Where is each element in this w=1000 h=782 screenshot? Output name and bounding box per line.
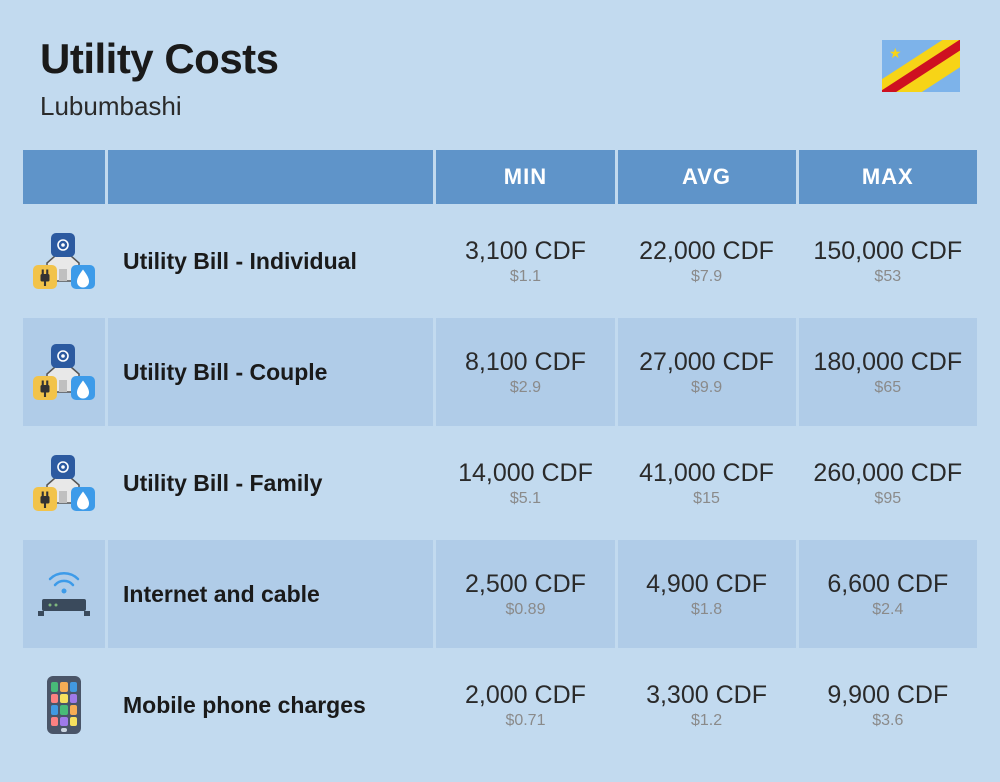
utility-costs-table: MIN AVG MAX Utility Bill - Individual 3,…	[20, 147, 980, 762]
usd-value: $0.89	[446, 601, 604, 619]
water-icon	[71, 376, 95, 400]
cdf-value: 14,000 CDF	[446, 459, 604, 488]
plug-icon	[33, 376, 57, 400]
row-avg: 22,000 CDF $7.9	[618, 207, 796, 315]
cdf-value: 27,000 CDF	[628, 348, 786, 377]
header: Utility Costs Lubumbashi ★	[20, 35, 980, 147]
row-min: 2,500 CDF $0.89	[436, 540, 614, 648]
cdf-value: 3,300 CDF	[628, 681, 786, 710]
title-block: Utility Costs Lubumbashi	[40, 35, 279, 122]
router-icon	[36, 569, 92, 619]
plug-icon	[33, 487, 57, 511]
cdf-value: 2,500 CDF	[446, 570, 604, 599]
usd-value: $0.71	[446, 712, 604, 730]
row-label: Mobile phone charges	[108, 651, 433, 759]
row-icon-cell	[23, 318, 105, 426]
col-min: MIN	[436, 150, 614, 204]
usd-value: $1.2	[628, 712, 786, 730]
col-avg: AVG	[618, 150, 796, 204]
page-title: Utility Costs	[40, 35, 279, 83]
water-icon	[71, 487, 95, 511]
table-row: Utility Bill - Individual 3,100 CDF$1.1 …	[23, 207, 977, 315]
cdf-value: 150,000 CDF	[809, 237, 967, 266]
gear-icon	[51, 344, 75, 368]
row-min: 3,100 CDF $1.1	[436, 207, 614, 315]
row-max: 9,900 CDF $3.6	[799, 651, 977, 759]
row-max: 260,000 CDF $95	[799, 429, 977, 537]
cdf-value: 41,000 CDF	[628, 459, 786, 488]
col-max: MAX	[799, 150, 977, 204]
cdf-value: 260,000 CDF	[809, 459, 967, 488]
row-avg: 27,000 CDF $9.9	[618, 318, 796, 426]
cdf-value: 4,900 CDF	[628, 570, 786, 599]
cdf-value: 8,100 CDF	[446, 348, 604, 377]
table-row: Utility Bill - Family 14,000 CDF $5.1 41,…	[23, 429, 977, 537]
row-min: 14,000 CDF $5.1	[436, 429, 614, 537]
phone-icon	[47, 676, 81, 734]
gear-icon	[51, 455, 75, 479]
cdf-value: 3,100 CDF	[446, 237, 604, 266]
usd-value: $3.6	[809, 712, 967, 730]
row-icon-cell	[23, 429, 105, 537]
row-max: 180,000 CDF $65	[799, 318, 977, 426]
row-avg: 41,000 CDF $15	[618, 429, 796, 537]
row-min: 2,000 CDF $0.71	[436, 651, 614, 759]
cdf-value: 180,000 CDF	[809, 348, 967, 377]
usd-value: $1.8	[628, 601, 786, 619]
table-row: Utility Bill - Couple 8,100 CDF $2.9 27,0…	[23, 318, 977, 426]
col-label	[108, 150, 433, 204]
utility-icon	[33, 233, 95, 289]
row-label: Utility Bill - Couple	[108, 318, 433, 426]
row-icon-cell	[23, 207, 105, 315]
utility-icon	[33, 455, 95, 511]
row-max: 150,000 CDF $53	[799, 207, 977, 315]
cdf-value: 2,000 CDF	[446, 681, 604, 710]
usd-value: $53	[809, 268, 967, 286]
page-subtitle: Lubumbashi	[40, 91, 279, 122]
row-max: 6,600 CDF $2.4	[799, 540, 977, 648]
row-avg: 3,300 CDF $1.2	[618, 651, 796, 759]
water-icon	[71, 265, 95, 289]
utility-icon	[33, 344, 95, 400]
row-label: Utility Bill - Individual	[108, 207, 433, 315]
cdf-value: 6,600 CDF	[809, 570, 967, 599]
row-min: 8,100 CDF $2.9	[436, 318, 614, 426]
usd-value: $9.9	[628, 379, 786, 397]
usd-value: $1.1	[446, 268, 604, 286]
col-icon	[23, 150, 105, 204]
usd-value: $95	[809, 490, 967, 508]
table-header-row: MIN AVG MAX	[23, 150, 977, 204]
usd-value: $2.9	[446, 379, 604, 397]
usd-value: $2.4	[809, 601, 967, 619]
row-label: Internet and cable	[108, 540, 433, 648]
drc-flag-icon: ★	[882, 40, 960, 92]
table-row: Internet and cable 2,500 CDF $0.89 4,900 …	[23, 540, 977, 648]
row-icon-cell	[23, 651, 105, 759]
cdf-value: 22,000 CDF	[628, 237, 786, 266]
row-icon-cell	[23, 540, 105, 648]
table-row: Mobile phone charges 2,000 CDF $0.71 3,30…	[23, 651, 977, 759]
plug-icon	[33, 265, 57, 289]
usd-value: $65	[809, 379, 967, 397]
cdf-value: 9,900 CDF	[809, 681, 967, 710]
usd-value: $5.1	[446, 490, 604, 508]
row-avg: 4,900 CDF $1.8	[618, 540, 796, 648]
row-label: Utility Bill - Family	[108, 429, 433, 537]
gear-icon	[51, 233, 75, 257]
usd-value: $7.9	[628, 268, 786, 286]
page-container: Utility Costs Lubumbashi ★ MIN AVG MAX U…	[0, 0, 1000, 782]
usd-value: $15	[628, 490, 786, 508]
